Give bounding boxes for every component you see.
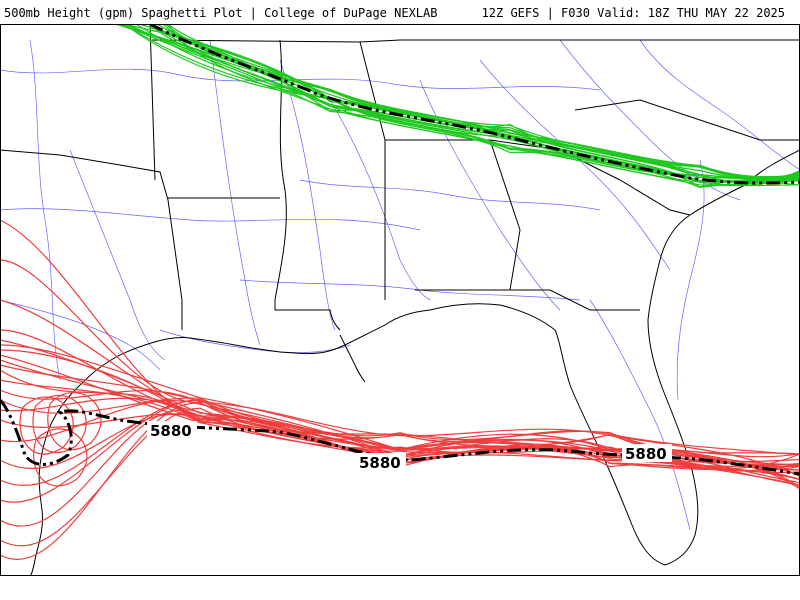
green-member-line <box>162 24 800 179</box>
red-member-line <box>0 400 800 487</box>
plot-title: 500mb Height (gpm) Spaghetti Plot | Coll… <box>4 6 438 20</box>
contour-label-5880: 5880 <box>625 445 667 463</box>
red-member-line <box>0 402 800 560</box>
header-bar: 500mb Height (gpm) Spaghetti Plot | Coll… <box>0 0 800 24</box>
coastline <box>29 149 800 576</box>
green-member-line <box>167 24 800 187</box>
red-ensemble-mean <box>0 398 800 476</box>
contour-labels: 5880 5880 5880 <box>147 421 672 472</box>
map-area: 5880 5880 5880 <box>0 24 800 576</box>
green-member-line <box>148 24 800 182</box>
green-member-line <box>139 24 800 186</box>
model-run-info: 12Z GEFS | F030 Valid: 18Z THU MAY 22 20… <box>481 6 785 20</box>
green-member-line <box>156 24 800 180</box>
green-member-line <box>124 24 800 179</box>
red-member-line <box>0 219 800 480</box>
green-member-line <box>148 24 800 184</box>
red-member-loop <box>33 428 88 487</box>
green-member-line <box>156 24 800 181</box>
green-member-line <box>167 24 800 188</box>
map-border <box>0 24 800 576</box>
red-member-line <box>0 344 800 458</box>
red-member-line <box>0 259 800 456</box>
green-member-line <box>136 24 800 183</box>
red-member-loop <box>32 394 87 453</box>
contour-label-5880: 5880 <box>150 422 192 440</box>
red-member-line <box>0 407 800 547</box>
red-ensemble-members <box>0 219 800 560</box>
contour-label-5880: 5880 <box>359 454 401 472</box>
green-member-line <box>115 24 800 179</box>
green-member-line <box>165 24 800 178</box>
green-ensemble-mean <box>149 24 800 185</box>
red-member-loop <box>19 396 74 455</box>
state-boundaries <box>0 24 800 331</box>
green-member-line <box>148 24 800 187</box>
green-member-line <box>126 24 800 183</box>
green-member-line <box>139 24 800 182</box>
green-member-line <box>117 24 800 183</box>
